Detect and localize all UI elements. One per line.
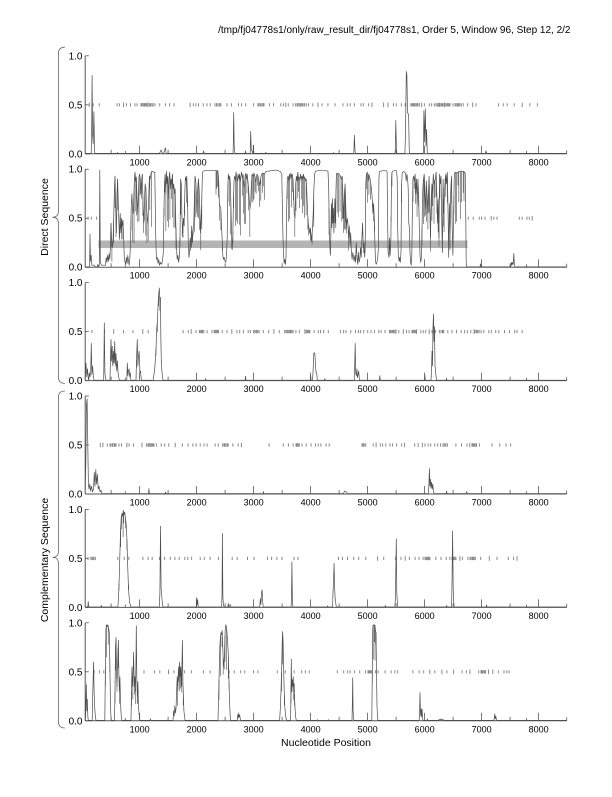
svg-text:2000: 2000 — [187, 384, 207, 394]
svg-text:Nucleotide Position: Nucleotide Position — [281, 737, 371, 749]
svg-text:7000: 7000 — [472, 384, 492, 394]
svg-text:3000: 3000 — [244, 724, 264, 734]
svg-text:7000: 7000 — [472, 271, 492, 281]
svg-text:8000: 8000 — [529, 271, 549, 281]
svg-text:7000: 7000 — [472, 498, 492, 508]
svg-text:1000: 1000 — [130, 157, 150, 167]
svg-text:3000: 3000 — [244, 271, 264, 281]
svg-text:8000: 8000 — [529, 724, 549, 734]
svg-text:2000: 2000 — [187, 498, 207, 508]
svg-text:4000: 4000 — [301, 157, 321, 167]
svg-text:1.0: 1.0 — [69, 392, 83, 403]
svg-text:1000: 1000 — [130, 271, 150, 281]
svg-text:7000: 7000 — [472, 611, 492, 621]
svg-text:7000: 7000 — [472, 157, 492, 167]
svg-text:1000: 1000 — [130, 384, 150, 394]
svg-text:0.5: 0.5 — [69, 667, 83, 678]
svg-text:3000: 3000 — [244, 611, 264, 621]
svg-text:4000: 4000 — [301, 724, 321, 734]
svg-text:0.0: 0.0 — [69, 490, 83, 501]
svg-text:8000: 8000 — [529, 498, 549, 508]
svg-text:/tmp/fj04778s1/only/raw_result: /tmp/fj04778s1/only/raw_result_dir/fj047… — [218, 25, 571, 36]
svg-text:5000: 5000 — [358, 611, 378, 621]
svg-text:0.0: 0.0 — [69, 376, 83, 387]
svg-text:0.5: 0.5 — [69, 327, 83, 338]
svg-text:0.0: 0.0 — [69, 149, 83, 160]
svg-text:2000: 2000 — [187, 157, 207, 167]
svg-text:1000: 1000 — [130, 724, 150, 734]
svg-text:0.5: 0.5 — [69, 100, 83, 111]
svg-text:3000: 3000 — [244, 498, 264, 508]
svg-text:1.0: 1.0 — [69, 505, 83, 516]
svg-text:6000: 6000 — [415, 611, 435, 621]
svg-text:1.0: 1.0 — [69, 618, 83, 629]
svg-text:6000: 6000 — [415, 724, 435, 734]
svg-text:0.5: 0.5 — [69, 441, 83, 452]
svg-text:1000: 1000 — [130, 498, 150, 508]
svg-text:6000: 6000 — [415, 498, 435, 508]
svg-text:Direct Sequence: Direct Sequence — [39, 178, 51, 256]
svg-text:2000: 2000 — [187, 611, 207, 621]
svg-text:8000: 8000 — [529, 611, 549, 621]
svg-text:6000: 6000 — [415, 384, 435, 394]
svg-text:8000: 8000 — [529, 384, 549, 394]
svg-text:6000: 6000 — [415, 271, 435, 281]
svg-text:4000: 4000 — [301, 271, 321, 281]
svg-text:0.0: 0.0 — [69, 603, 83, 614]
svg-text:7000: 7000 — [472, 724, 492, 734]
svg-text:5000: 5000 — [358, 498, 378, 508]
svg-text:4000: 4000 — [301, 384, 321, 394]
svg-text:2000: 2000 — [187, 724, 207, 734]
svg-text:1000: 1000 — [130, 611, 150, 621]
svg-text:Complementary Sequence: Complementary Sequence — [39, 498, 51, 622]
svg-text:0.0: 0.0 — [69, 716, 83, 727]
svg-text:1.0: 1.0 — [69, 51, 83, 62]
svg-text:1.0: 1.0 — [69, 278, 83, 289]
svg-text:1.0: 1.0 — [69, 165, 83, 176]
svg-text:5000: 5000 — [358, 157, 378, 167]
svg-text:5000: 5000 — [358, 724, 378, 734]
svg-text:0.5: 0.5 — [69, 554, 83, 565]
svg-text:6000: 6000 — [415, 157, 435, 167]
svg-text:2000: 2000 — [187, 271, 207, 281]
svg-text:4000: 4000 — [301, 498, 321, 508]
svg-text:3000: 3000 — [244, 384, 264, 394]
svg-text:0.5: 0.5 — [69, 214, 83, 225]
svg-text:3000: 3000 — [244, 157, 264, 167]
svg-text:0.0: 0.0 — [69, 263, 83, 274]
svg-text:8000: 8000 — [529, 157, 549, 167]
svg-text:5000: 5000 — [358, 271, 378, 281]
svg-text:5000: 5000 — [358, 384, 378, 394]
svg-text:4000: 4000 — [301, 611, 321, 621]
